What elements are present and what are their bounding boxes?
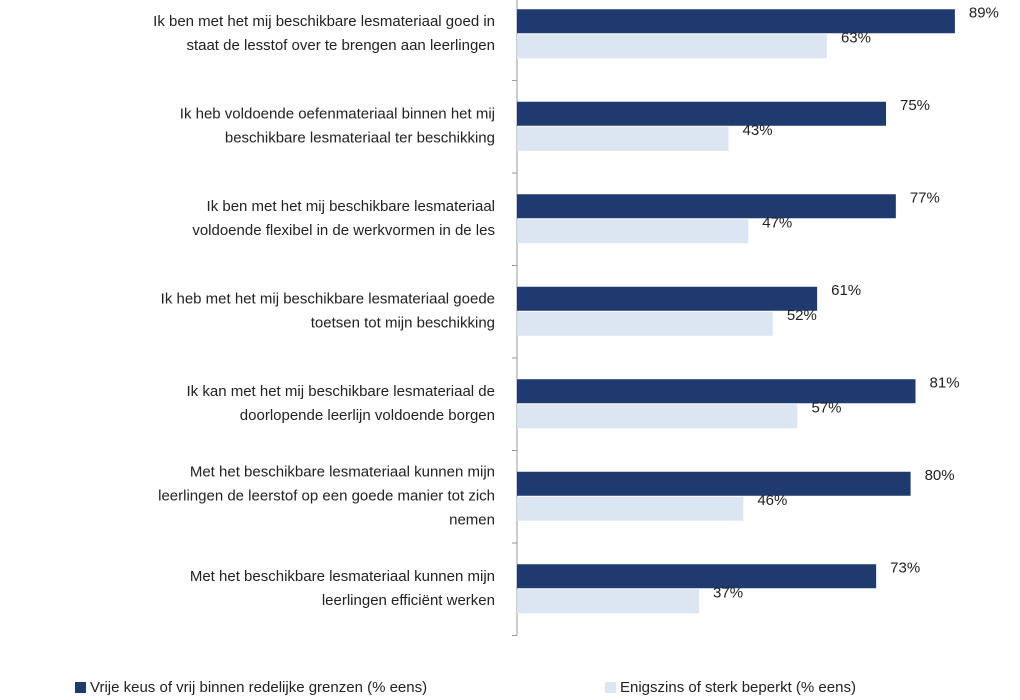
value-label: 73% [890,560,920,577]
legend-label: Enigszins of sterk beperkt (% eens) [620,679,856,696]
category-label: Ik heb met het mij beschikbare lesmateri… [161,291,495,308]
bar [517,219,749,244]
value-label: 77% [910,190,940,207]
legend-swatch [75,682,86,693]
category-label: leerlingen de leerstof op een goede mani… [158,488,495,505]
category-label: beschikbare lesmateriaal ter beschikking [225,130,495,147]
category-label: Ik ben met het mij beschikbare lesmateri… [153,13,495,30]
bar [517,471,911,496]
value-label: 43% [743,122,773,139]
bar [517,9,955,34]
value-label: 47% [762,215,792,232]
category-label: voldoende flexibel in de werkvormen in d… [192,222,495,239]
bar [517,311,773,336]
bar [517,564,877,589]
value-label: 80% [925,467,955,484]
category-label: toetsen tot mijn beschikking [311,315,495,332]
bar [517,194,896,219]
bar [517,496,744,521]
value-label: 75% [900,97,930,114]
value-label: 81% [930,375,960,392]
value-label: 89% [969,5,999,22]
value-label: 57% [811,400,841,417]
bar [517,379,916,404]
bar [517,404,798,429]
value-label: 46% [757,492,787,509]
category-label: doorlopende leerlijn voldoende borgen [240,407,495,424]
bar [517,286,818,311]
legend-swatch [605,682,616,693]
bar [517,34,827,59]
value-label: 61% [831,282,861,299]
category-label: Met het beschikbare lesmateriaal kunnen … [190,464,495,481]
category-label: nemen [449,512,495,529]
value-label: 63% [841,30,871,47]
legend-label: Vrije keus of vrij binnen redelijke gren… [90,679,427,696]
bar [517,101,886,126]
bar [517,589,700,614]
category-label: Ik heb voldoende oefenmateriaal binnen h… [180,106,495,123]
bar [517,126,729,151]
category-label: leerlingen efficiënt werken [322,592,495,609]
category-label: Ik ben met het mij beschikbare lesmateri… [207,198,495,215]
category-label: Ik kan met het mij beschikbare lesmateri… [187,383,495,400]
category-label: Met het beschikbare lesmateriaal kunnen … [190,568,495,585]
value-label: 52% [787,307,817,324]
value-label: 37% [713,585,743,602]
category-label: staat de lesstof over te brengen aan lee… [186,37,495,54]
